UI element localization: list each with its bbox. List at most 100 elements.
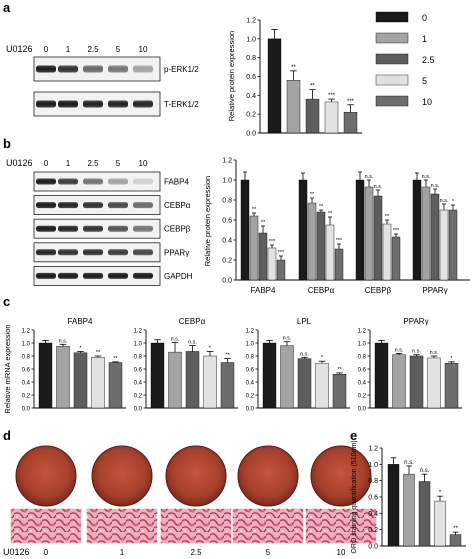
blot-label: FABP4 [164, 178, 189, 187]
y-tick-label: 0.6 [246, 74, 256, 81]
significance-label: n.s. [283, 336, 292, 342]
bar [355, 179, 365, 281]
y-tick-label: 1.0 [134, 342, 143, 348]
oil-red-o-well [310, 445, 372, 507]
bar [240, 179, 250, 281]
y-axis-title: ORO staining quantification (510nm) [351, 440, 358, 553]
bar [73, 352, 88, 409]
bar [262, 342, 277, 409]
y-tick-label: 0.6 [134, 368, 143, 374]
oil-red-o-micrograph [231, 507, 305, 545]
y-tick-label: 0.6 [368, 495, 378, 502]
legend-swatch [375, 32, 409, 44]
panel-label-e: e [350, 428, 357, 443]
bar [409, 355, 424, 409]
significance-label: ** [310, 84, 315, 90]
b-dose-label: 1 [66, 159, 71, 168]
significance-label: *** [347, 99, 355, 105]
significance-label: ** [319, 204, 324, 210]
bar [403, 473, 415, 547]
panel-b-blots: U0126 0 1 2.5 5 10 FABP4 CEBPα CEBPβ PPARγ GAPDH [6, 158, 193, 286]
y-tick-label: 1.0 [368, 462, 378, 469]
oil-red-o-micrograph [304, 507, 378, 545]
blot-band [83, 202, 103, 209]
blot-band [58, 65, 78, 73]
legend-label: 10 [422, 97, 432, 107]
x-tick-label: CEBPβ [365, 286, 392, 295]
significance-label: ** [113, 356, 118, 362]
significance-label: *** [336, 238, 343, 244]
a-dose-label: 1 [66, 45, 71, 54]
treatment-label: U0126 [6, 44, 33, 54]
y-tick-label: 0.4 [22, 381, 31, 387]
bar [427, 357, 441, 409]
blot-band [36, 178, 56, 185]
blot-band [133, 272, 153, 279]
y-tick-label: 1.2 [134, 329, 143, 335]
bar [168, 351, 182, 409]
bar [439, 209, 449, 281]
significance-label: *** [278, 250, 285, 256]
y-tick-label: 1.0 [358, 342, 367, 348]
y-tick-label: 0.2 [134, 394, 143, 400]
subchart-title: PPARγ [403, 317, 428, 326]
legend-a: 0 1 2.5 5 10 [375, 11, 435, 107]
legend-label: 2.5 [422, 55, 435, 65]
y-tick-label: 1.0 [246, 342, 255, 348]
panel-a-blots: U0126 0 1 2.5 5 10 p-ERK1/2 T-ERK1/2 [6, 44, 199, 117]
oil-red-o-micrograph [85, 507, 159, 545]
oil-red-o-well [237, 445, 299, 507]
panel-label-a: a [3, 0, 11, 15]
blot-label: PPARγ [164, 248, 189, 257]
bar [267, 38, 282, 134]
bar [434, 500, 446, 547]
x-tick-label: PPARγ [422, 286, 447, 295]
bar [298, 179, 308, 281]
blot-band [108, 225, 128, 232]
bar [391, 236, 401, 281]
legend-label: 5 [422, 76, 427, 86]
significance-label: n.s. [420, 468, 430, 474]
blot-band [36, 225, 56, 232]
bar [315, 362, 329, 409]
oil-red-o-micrograph [159, 507, 233, 545]
significance-label: n.s. [395, 347, 404, 353]
bar [276, 259, 286, 281]
significance-label: * [450, 356, 453, 362]
y-tick-label: 1.2 [246, 329, 255, 335]
blot-band [58, 249, 78, 256]
bar [258, 232, 268, 281]
y-tick-label: 1.0 [222, 178, 232, 185]
blot-band [83, 65, 103, 73]
blot-band [58, 272, 78, 279]
bar [444, 362, 459, 409]
significance-label: ** [291, 65, 296, 71]
y-axis-title: Relative protein expression [227, 31, 236, 121]
blot-band [133, 100, 153, 108]
bar [449, 534, 462, 547]
y-tick-label: 0.2 [246, 112, 256, 119]
significance-label: n.s. [412, 349, 421, 355]
y-tick-label: 0.8 [246, 55, 256, 62]
significance-label: n.s. [300, 351, 309, 357]
y-tick-label: 0.2 [246, 394, 255, 400]
y-tick-label: 1.2 [246, 18, 256, 25]
y-tick-label: 0.0 [134, 407, 143, 413]
subchart-title: FABP4 [68, 317, 93, 326]
bar [387, 464, 400, 547]
significance-label: n.s. [188, 340, 197, 346]
y-tick-label: 0.0 [246, 131, 256, 138]
y-tick-label: 1.2 [368, 446, 378, 453]
y-tick-label: 0.2 [368, 527, 378, 534]
bar [56, 346, 70, 409]
significance-label: ** [385, 214, 390, 220]
a-dose-label: 5 [116, 45, 121, 54]
bar [220, 362, 235, 409]
blot-band [83, 249, 103, 256]
bar [332, 374, 347, 409]
blot-band [108, 65, 128, 73]
blot-band [108, 249, 128, 256]
oil-red-o-micrograph [9, 507, 83, 545]
significance-label: ** [225, 353, 230, 359]
bar [430, 193, 440, 281]
